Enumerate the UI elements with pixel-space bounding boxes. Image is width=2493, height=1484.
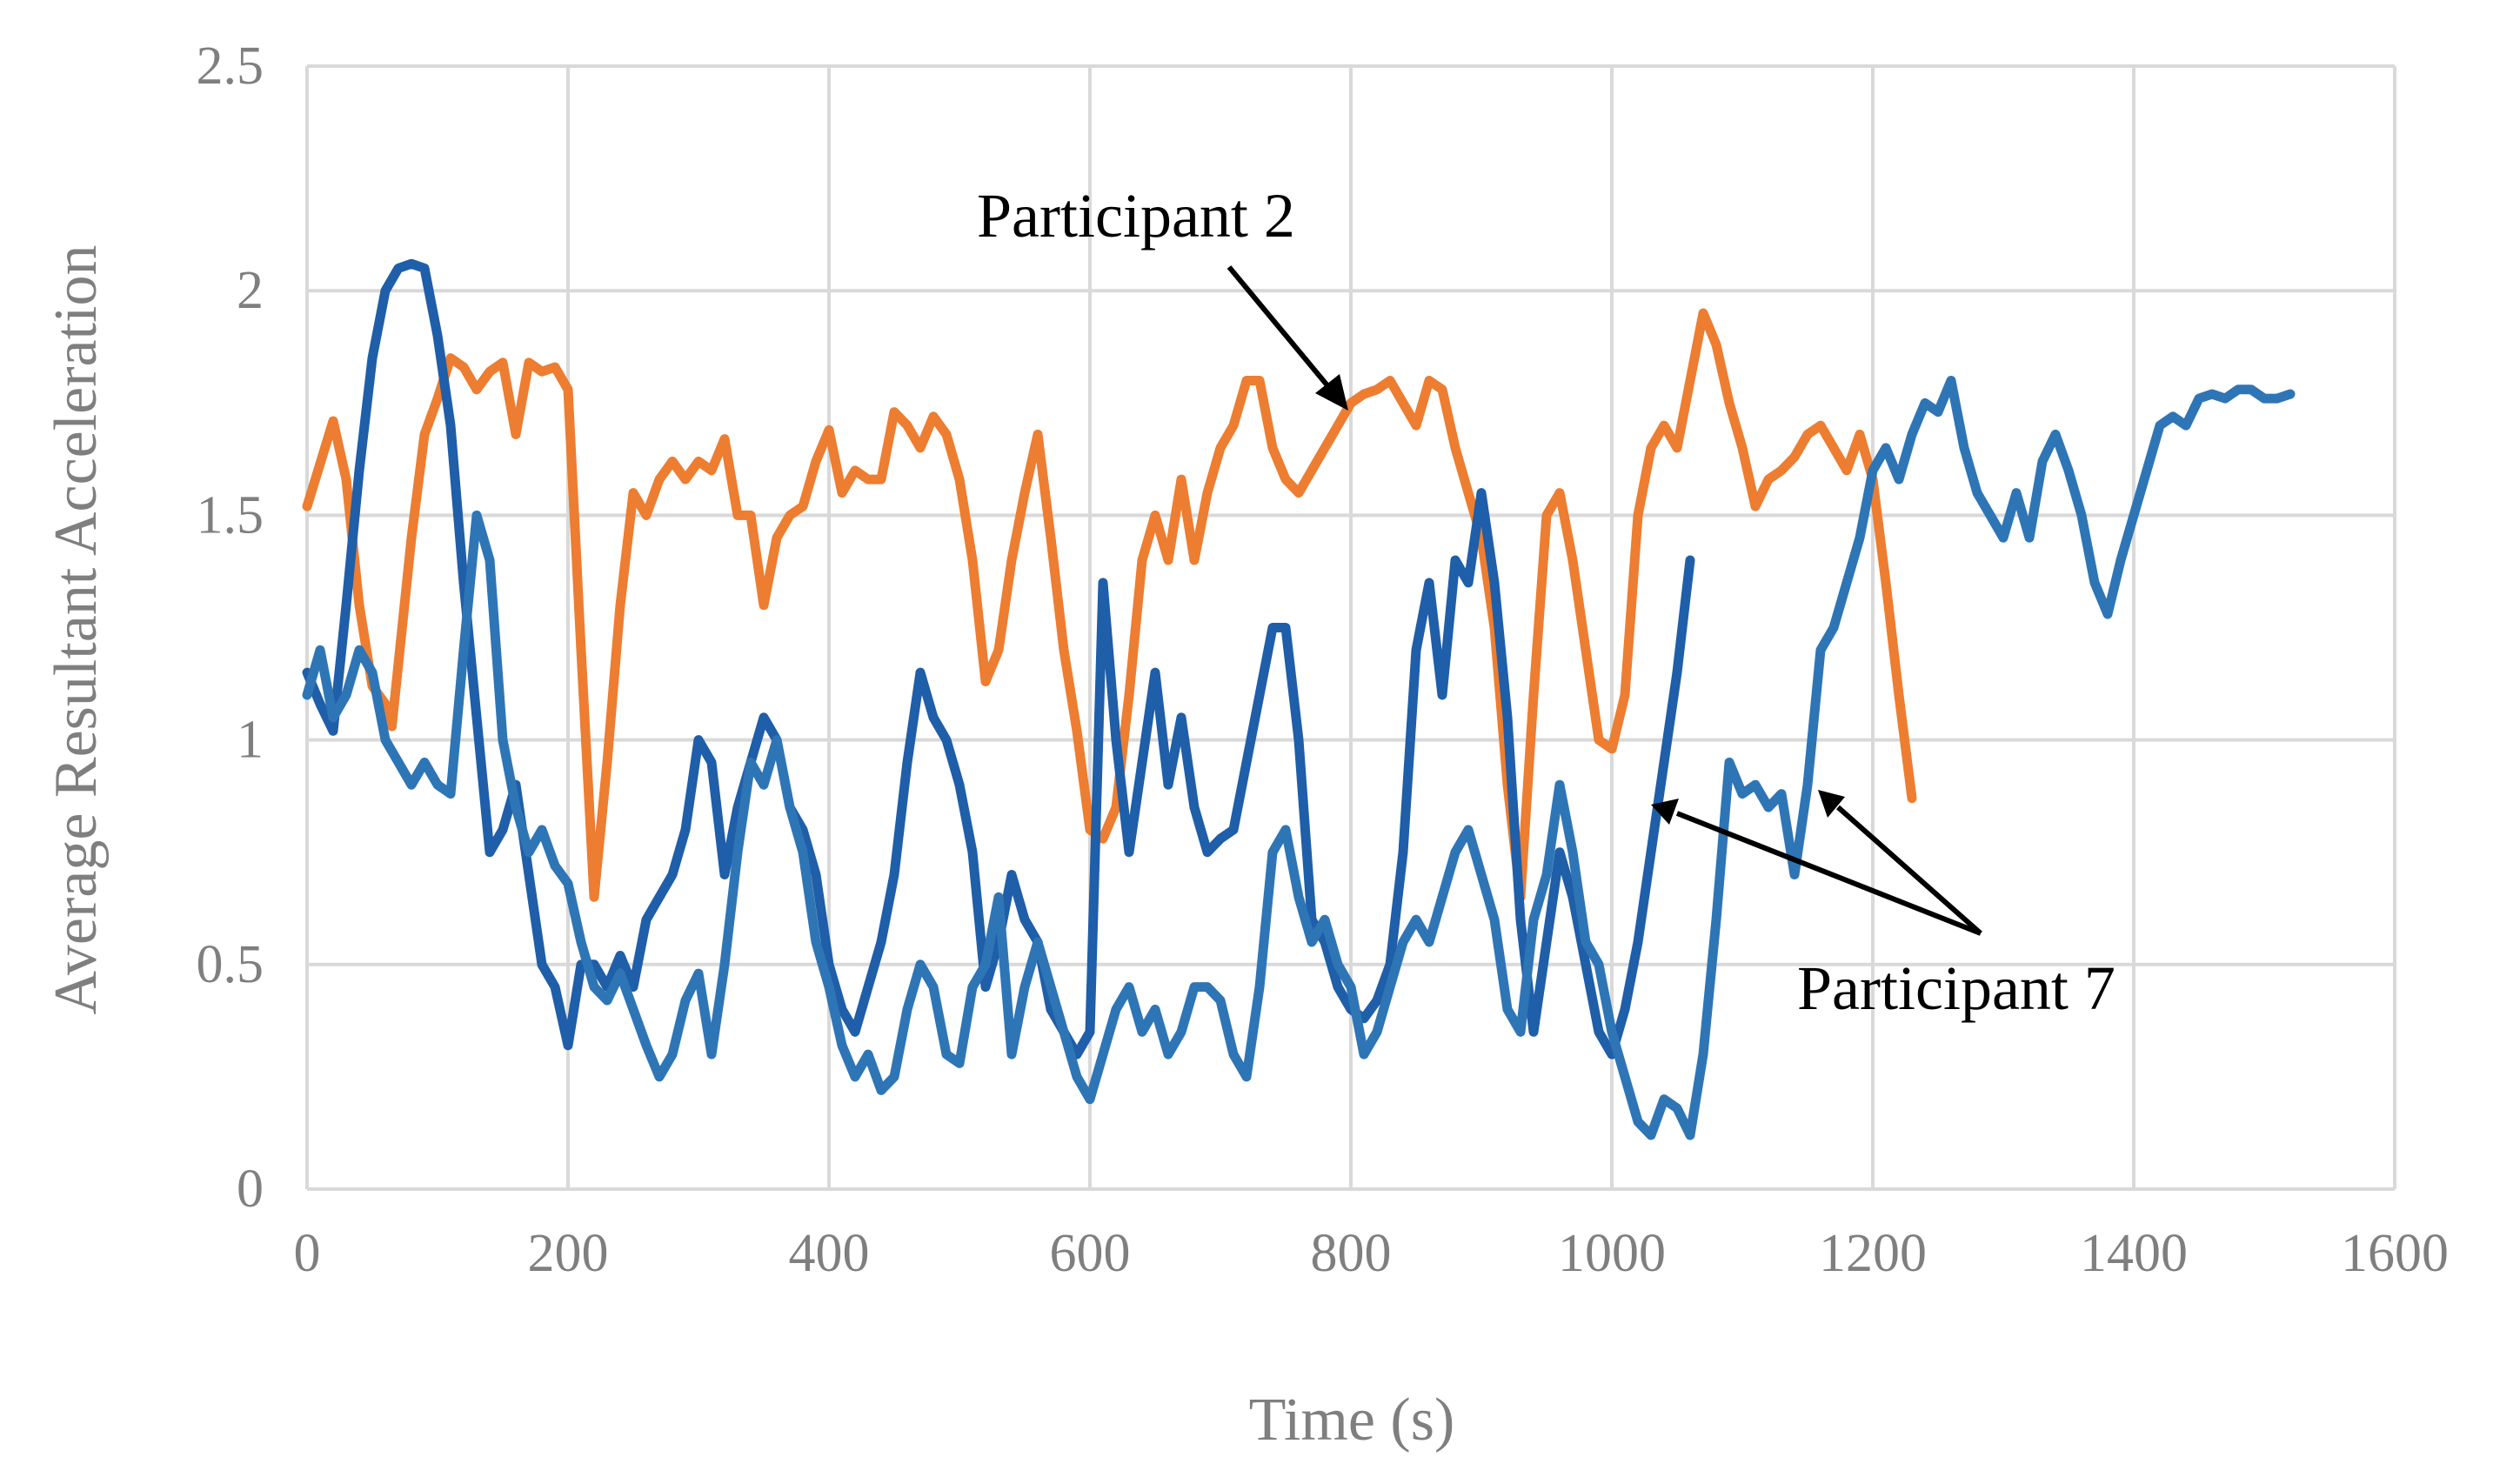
annotation-participant-7-label: Participant 7 — [1797, 953, 2115, 1023]
series-line-1 — [302, 308, 1917, 902]
annotation-participant-7-arrow-right — [1836, 805, 1982, 936]
annotation-participant-2-label: Participant 2 — [977, 181, 1295, 251]
y-tick-label: 0 — [237, 1160, 264, 1219]
y-tick-label: 1 — [237, 711, 264, 770]
annotation-participant-7-arrow-left — [1675, 811, 1982, 936]
y-tick-label: 2.5 — [197, 37, 264, 96]
x-tick-label: 1200 — [1819, 1224, 1927, 1283]
x-tick-label: 200 — [528, 1224, 609, 1283]
series-line-3 — [302, 376, 2296, 1140]
annotation-participant-2-arrow — [1226, 265, 1333, 391]
x-axis-ticks: 0 200 400 600 800 1000 1200 1400 1600 — [294, 1224, 2450, 1283]
x-tick-label: 1000 — [1558, 1224, 1666, 1283]
annotation-participant-7-arrowhead-right — [1818, 790, 1845, 818]
y-axis-ticks: 0 0.5 1 1.5 2 2.5 — [197, 37, 264, 1219]
x-axis-title: Time (s) — [1249, 1387, 1455, 1454]
x-tick-label: 1400 — [2080, 1224, 2188, 1283]
y-axis-title: Average Resultant Acceleration — [43, 245, 110, 1015]
x-tick-label: 600 — [1050, 1224, 1131, 1283]
x-tick-label: 0 — [294, 1224, 321, 1283]
annotation-participant-2: Participant 2 — [977, 181, 1348, 411]
y-tick-label: 0.5 — [197, 935, 264, 994]
annotation-participant-2-arrowhead — [1315, 374, 1348, 411]
annotation-participant-7: Participant 7 — [1651, 790, 2115, 1023]
y-tick-label: 2 — [237, 261, 264, 320]
gridlines — [305, 64, 2396, 1191]
x-tick-label: 400 — [789, 1224, 870, 1283]
y-tick-label: 1.5 — [197, 485, 264, 545]
series-lines — [302, 258, 2296, 1140]
annotation-participant-7-arrowhead-left — [1651, 799, 1679, 825]
x-tick-label: 1600 — [2341, 1224, 2449, 1283]
x-tick-label: 800 — [1311, 1224, 1392, 1283]
